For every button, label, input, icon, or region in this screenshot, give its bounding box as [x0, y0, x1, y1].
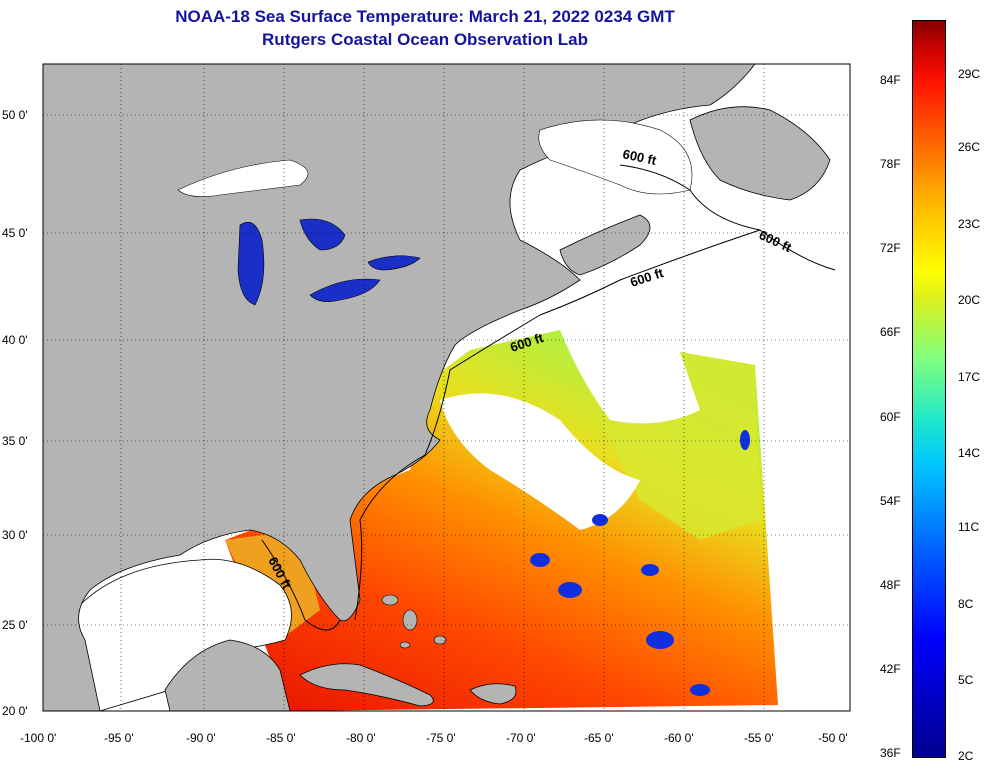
c-tick-label: 8C — [958, 597, 974, 611]
c-tick-label: 14C — [958, 446, 981, 460]
lon-label: -55 0' — [744, 731, 774, 745]
c-tick-label: 5C — [958, 673, 974, 687]
f-tick-label: 78F — [880, 157, 901, 171]
f-tick-label: 48F — [880, 578, 901, 592]
land-hispaniola — [469, 683, 517, 705]
f-tick-label: 66F — [880, 325, 901, 339]
c-tick-label: 17C — [958, 370, 981, 384]
c-tick-label: 23C — [958, 217, 981, 231]
c-tick-label: 11C — [958, 520, 980, 534]
land-newfoundland — [689, 106, 831, 201]
c-tick-label: 29C — [958, 67, 981, 81]
f-tick-label: 42F — [880, 662, 901, 676]
lat-label: 45 0' — [2, 226, 28, 240]
lon-label: -70 0' — [506, 731, 536, 745]
temperature-colorbar — [912, 20, 946, 758]
lon-label: -60 0' — [664, 731, 694, 745]
c-tick-label: 26C — [958, 140, 981, 154]
lon-label: -50 0' — [818, 731, 848, 745]
land-nova-scotia — [559, 214, 651, 276]
longitude-labels: -100 0' -95 0' -90 0' -85 0' -80 0' -75 … — [20, 731, 848, 745]
graticule — [43, 64, 850, 711]
c-tick-label: 2C — [958, 749, 974, 763]
map-title: NOAA-18 Sea Surface Temperature: March 2… — [175, 7, 675, 26]
land-cuba — [299, 663, 434, 707]
map-frame — [42, 63, 851, 712]
land-north-america — [43, 64, 756, 711]
lon-label: -65 0' — [584, 731, 614, 745]
f-tick-label: 72F — [880, 241, 901, 255]
lat-label: 40 0' — [2, 333, 28, 347]
f-tick-label: 60F — [880, 410, 901, 424]
lon-label: -100 0' — [20, 731, 56, 745]
lat-label: 50 0' — [2, 108, 28, 122]
600ft-contour — [261, 164, 836, 631]
f-tick-label: 84F — [880, 73, 901, 87]
gulf-st-lawrence — [538, 119, 693, 195]
contour-label: 600 ft — [621, 146, 658, 168]
latitude-labels: 50 0' 45 0' 40 0' 35 0' 30 0' 25 0' 20 0… — [2, 108, 28, 718]
land-yucatan — [164, 639, 291, 711]
lat-label: 25 0' — [2, 618, 28, 632]
great-lakes — [177, 159, 421, 306]
cold-patches — [530, 430, 750, 696]
lon-label: -85 0' — [266, 731, 296, 745]
lon-label: -95 0' — [104, 731, 134, 745]
land-bahamas — [381, 594, 447, 649]
lon-label: -80 0' — [346, 731, 376, 745]
lat-label: 20 0' — [2, 704, 28, 718]
map-subtitle: Rutgers Coastal Ocean Observation Lab — [262, 30, 588, 49]
cloud-cover-north — [560, 330, 700, 424]
c-tick-label: 20C — [958, 293, 981, 307]
cloud-cover — [440, 393, 640, 530]
lon-label: -75 0' — [426, 731, 456, 745]
lon-label: -90 0' — [186, 731, 216, 745]
lat-label: 35 0' — [2, 434, 28, 448]
f-tick-label: 54F — [880, 494, 901, 508]
f-tick-label: 36F — [880, 746, 901, 760]
lat-label: 30 0' — [2, 528, 28, 542]
